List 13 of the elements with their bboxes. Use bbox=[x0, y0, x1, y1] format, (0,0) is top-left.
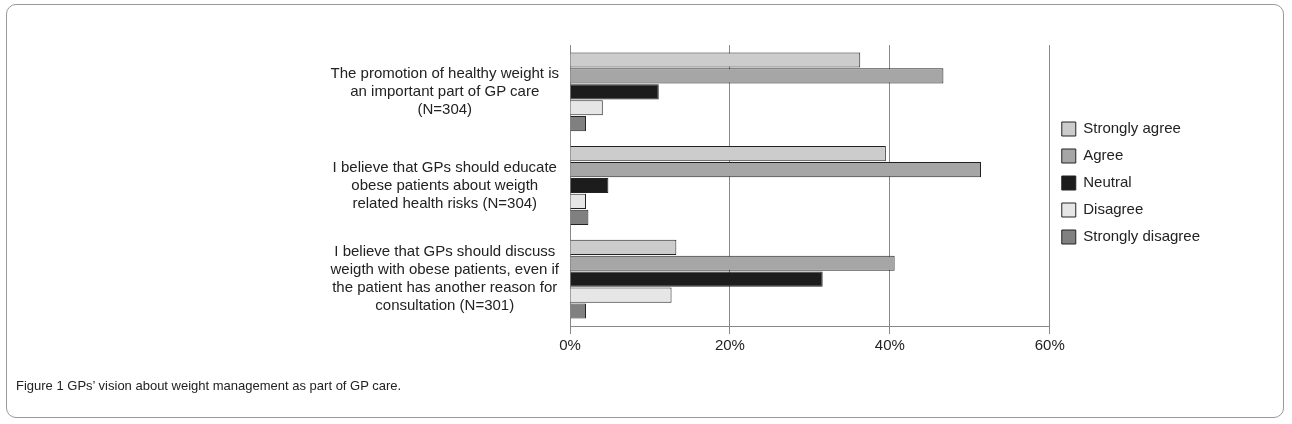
legend-label: Strongly agree bbox=[1083, 119, 1181, 137]
legend-label: Disagree bbox=[1083, 200, 1144, 218]
y-tick-label: The promotion of healthy weight is an important part of GP care (N=304) bbox=[330, 63, 559, 117]
x-tick-label: 60% bbox=[1034, 336, 1065, 354]
x-tick-label: 20% bbox=[714, 336, 745, 354]
legend-label: Agree bbox=[1083, 146, 1124, 164]
legend-label: Neutral bbox=[1083, 173, 1132, 191]
y-tick-label: I believe that GPs should discuss weigth with obese patients, even if the patient has another reason for consultation (N=301) bbox=[329, 242, 560, 314]
x-tick-label: 40% bbox=[874, 336, 905, 354]
y-tick-label: I believe that GPs should educate obese patients about weigth related health risks (N=304) bbox=[332, 157, 557, 211]
text: Figure 1 GPs’ vision about weight management as part of GP care. bbox=[16, 378, 402, 393]
legend-label: Strongly disagree bbox=[1083, 227, 1200, 245]
x-tick-label: 0% bbox=[559, 336, 581, 354]
